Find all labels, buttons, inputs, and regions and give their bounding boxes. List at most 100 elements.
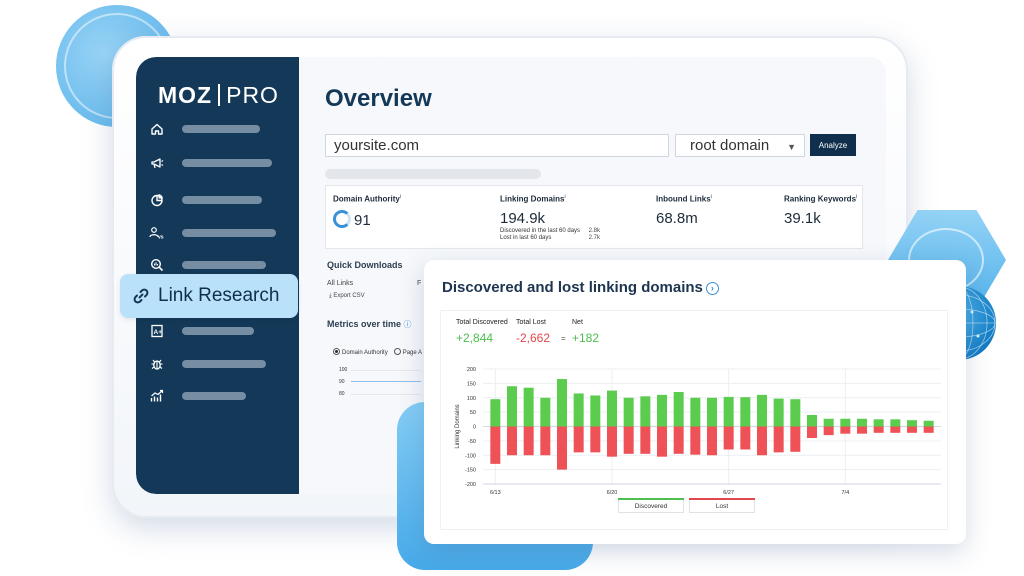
y-tick-label: 50 <box>470 410 476 416</box>
trending-chart-icon <box>148 387 166 405</box>
discovered-bar <box>623 397 634 427</box>
lost-bar <box>673 426 684 454</box>
y-tick-label: 200 <box>467 367 476 373</box>
mot-gridline <box>351 370 421 371</box>
sidebar-item-placeholder <box>182 196 262 204</box>
radio-page-authority[interactable]: Page A <box>393 348 422 356</box>
metrics-over-time-title: Metrics over time ⓘ <box>327 319 412 329</box>
metric-linking-domains: Linking Domainsi 194.9k Discovered in th… <box>500 194 600 241</box>
lost-bar <box>740 426 751 450</box>
y-tick-label: 100 <box>467 396 476 402</box>
discovered-bar <box>540 397 551 427</box>
mot-tick: 80 <box>339 391 345 397</box>
metric-label: Ranking Keywordsi <box>784 194 858 204</box>
sidebar-item-home[interactable] <box>148 120 288 138</box>
metric-value: 91 <box>333 209 401 229</box>
metric-value: 39.1k <box>784 209 821 227</box>
discovered-bar <box>773 398 784 427</box>
sidebar-item-rankings[interactable] <box>148 387 288 405</box>
sidebar-item-campaigns[interactable] <box>148 154 288 172</box>
discovered-bar <box>490 399 501 427</box>
lost-bar <box>723 426 734 450</box>
discovered-bar <box>823 418 834 427</box>
metric-ranking-keywords: Ranking Keywordsi 39.1k <box>784 194 857 227</box>
chart-card-title: Discovered and lost linking domains › <box>442 279 719 296</box>
scope-select-value: root domain <box>690 137 770 154</box>
sidebar-item-placeholder <box>182 360 266 368</box>
y-tick-label: -100 <box>465 453 476 459</box>
lost-bar <box>590 426 601 453</box>
chart-panel: Total Discovered +2,844 Total Lost -2,66… <box>440 310 948 530</box>
site-url-input[interactable]: yoursite.com <box>325 134 669 157</box>
mot-tick: 100 <box>339 367 348 373</box>
discovered-bar <box>807 415 817 427</box>
analyze-button[interactable]: Analyze <box>810 134 856 156</box>
discovered-bar <box>857 418 867 427</box>
lost-bar <box>540 426 551 456</box>
discovered-bar <box>707 397 717 427</box>
radio-domain-authority[interactable]: Domain Authority <box>333 348 388 356</box>
sidebar-item-keyword-research[interactable] <box>148 256 288 274</box>
sidebar-item-competitive[interactable]: vs <box>148 224 288 242</box>
legend-discovered[interactable]: Discovered <box>618 498 684 513</box>
lost-bar <box>907 426 917 433</box>
y-tick-label: 150 <box>467 381 476 387</box>
discovered-bar <box>723 396 734 427</box>
y-tick-label: -150 <box>465 468 476 474</box>
metric-label: Linking Domainsi <box>500 194 566 204</box>
logo-divider <box>218 84 221 106</box>
mot-gridline <box>351 394 421 395</box>
discovered-bar <box>657 394 667 427</box>
discovered-bar <box>557 379 567 427</box>
scope-select[interactable]: root domain ▼ <box>675 134 805 157</box>
lost-bar <box>790 426 801 452</box>
y-axis-label: Linking Domains <box>455 404 461 448</box>
caret-down-icon: ▼ <box>787 142 796 152</box>
y-tick-label: 0 <box>473 425 476 431</box>
metric-value: 194.9k <box>500 209 546 227</box>
chevron-right-icon[interactable]: › <box>705 282 719 295</box>
sidebar-item-placeholder <box>182 229 276 237</box>
lost-bar <box>573 426 584 453</box>
sidebar-item-placeholder <box>182 392 246 400</box>
sidebar-item-reports[interactable] <box>148 191 288 209</box>
pie-chart-icon <box>148 191 166 209</box>
lost-bar <box>707 426 717 456</box>
lost-bar <box>807 426 817 438</box>
discovered-bar <box>507 386 517 427</box>
metric-label: Inbound Linksi <box>656 194 712 204</box>
x-tick-label: 7/4 <box>842 490 850 496</box>
link-icon <box>130 285 152 307</box>
lost-bar <box>773 426 784 453</box>
legend-lost[interactable]: Lost <box>689 498 755 513</box>
svg-text:A+: A+ <box>154 329 163 336</box>
discovered-bar <box>757 394 767 427</box>
discovered-bar <box>523 387 534 427</box>
lost-bar <box>557 426 567 470</box>
link-research-nav-highlight[interactable]: Link Research <box>120 274 298 318</box>
discovered-bar <box>673 392 684 427</box>
export-csv-link[interactable]: ⤓ Export CSV <box>329 293 365 299</box>
mot-series-line <box>351 381 421 382</box>
discovered-lost-chart-card: Discovered and lost linking domains › Tot… <box>424 260 966 544</box>
lost-bar <box>923 426 934 433</box>
discovered-bar <box>590 395 601 427</box>
loading-placeholder-bar <box>325 169 541 179</box>
discovered-bar <box>790 399 801 427</box>
sidebar-item-on-page-grader[interactable]: A+ <box>148 322 288 340</box>
total-lost-value: -2,662 <box>516 331 551 345</box>
metric-value: 68.8m <box>656 209 698 227</box>
info-icon[interactable]: ⓘ <box>403 320 412 329</box>
moz-pro-logo[interactable]: MOZ PRO <box>158 82 279 108</box>
lost-bar <box>690 426 701 455</box>
sidebar-item-site-crawl[interactable] <box>148 355 288 373</box>
lost-bar <box>840 426 851 434</box>
lost-bar <box>857 426 867 434</box>
lost-bar <box>823 426 834 436</box>
discovered-bar <box>607 390 617 427</box>
metric-domain-authority: Domain Authorityi 91 <box>333 194 401 229</box>
discovered-bar <box>573 393 584 427</box>
quick-downloads-col2: F <box>417 280 422 287</box>
discovered-bar <box>840 418 851 427</box>
